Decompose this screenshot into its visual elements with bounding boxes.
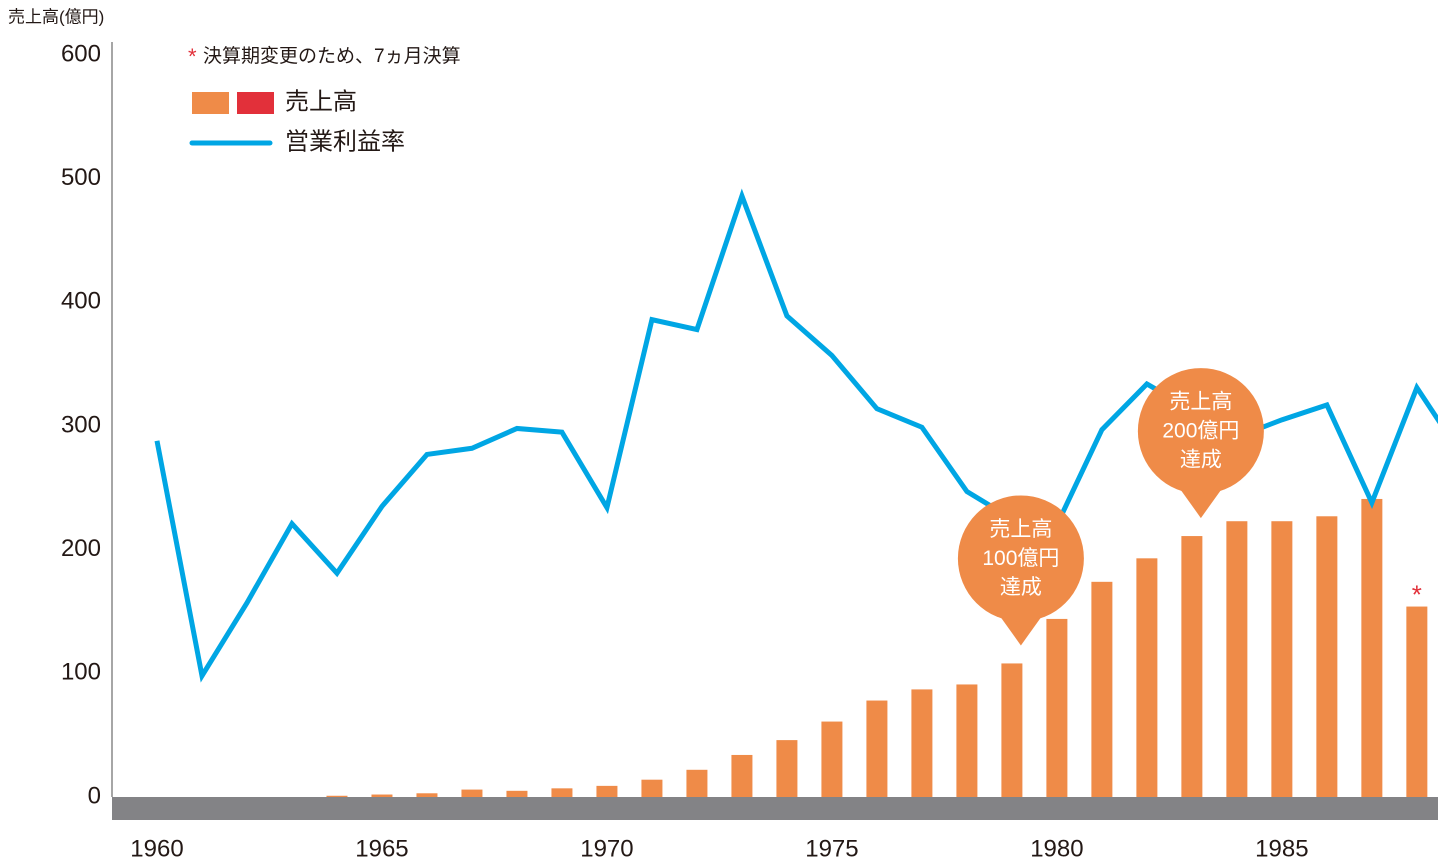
- x-tick-label: 1975: [805, 835, 858, 862]
- bar: [956, 684, 978, 797]
- bar: [1181, 536, 1203, 797]
- bar: [1271, 521, 1293, 797]
- bar: [911, 689, 933, 797]
- bar: [461, 789, 483, 797]
- y-axis-label: 売上高(億円): [8, 7, 104, 26]
- annotation-text: 売上高: [989, 518, 1052, 541]
- x-tick-label: 1980: [1030, 835, 1083, 862]
- bar: [686, 769, 708, 797]
- bar: [1226, 521, 1248, 797]
- x-tick-label: 1970: [580, 835, 633, 862]
- annotation-text: 売上高: [1169, 391, 1232, 414]
- y-tick-label: 500: [61, 164, 101, 191]
- note-asterisk: *: [188, 44, 197, 69]
- legend-label: 営業利益率: [285, 128, 405, 155]
- bar: [1406, 606, 1428, 797]
- note: 決算期変更のため、7ヵ月決算: [203, 45, 461, 67]
- annotation-text: 達成: [1180, 449, 1222, 472]
- legend-swatch: [192, 92, 229, 114]
- bar: [551, 788, 573, 797]
- y-tick-label: 300: [61, 411, 101, 438]
- bar: [1046, 618, 1068, 797]
- bar: [1316, 516, 1338, 797]
- bar: [326, 795, 348, 797]
- y-tick-label: 200: [61, 535, 101, 562]
- x-tick-label: 1960: [130, 835, 183, 862]
- bar: [641, 779, 663, 797]
- bar: [371, 794, 393, 797]
- bar: [1136, 558, 1158, 797]
- legend-label: 売上高: [285, 88, 357, 115]
- y-tick-label: 400: [61, 288, 101, 315]
- annotation-bubble: [1180, 490, 1221, 519]
- bar: [1001, 663, 1023, 797]
- bar: [1361, 498, 1383, 797]
- plot: [154, 188, 1438, 797]
- annotation-text: 達成: [1000, 576, 1042, 599]
- annotation-bubble: [1137, 368, 1264, 495]
- y-tick-label: 600: [61, 40, 101, 67]
- annotation-bubble: [957, 495, 1084, 622]
- legend-swatch: [237, 92, 274, 114]
- annotation-text: 200億円: [1162, 420, 1239, 443]
- bar: [821, 721, 843, 797]
- bar: [731, 754, 753, 797]
- x-tick-label: 1965: [355, 835, 408, 862]
- bar: [506, 790, 528, 797]
- annotation-text: 100億円: [982, 547, 1059, 570]
- bar: [776, 740, 798, 797]
- bar: [596, 785, 618, 797]
- bar: [416, 793, 438, 797]
- bar-asterisk: *: [1412, 579, 1422, 609]
- baseline-band: [112, 797, 1438, 820]
- x-tick-label: 1985: [1255, 835, 1308, 862]
- y-tick-label: 0: [88, 782, 101, 809]
- y-tick-label: 100: [61, 659, 101, 686]
- annotation-bubble: [1000, 617, 1041, 646]
- bar: [866, 700, 888, 797]
- bar: [1091, 581, 1113, 797]
